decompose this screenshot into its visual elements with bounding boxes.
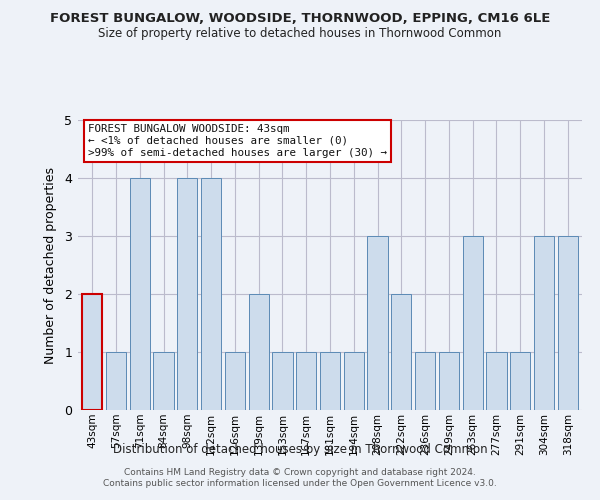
Bar [248,294,269,410]
Bar [106,352,126,410]
Bar [130,178,150,410]
Bar [510,352,530,410]
Bar [154,352,173,410]
Bar [272,352,293,410]
Bar [367,236,388,410]
Bar [534,236,554,410]
Bar [296,352,316,410]
Bar [201,178,221,410]
Bar [415,352,435,410]
Y-axis label: Number of detached properties: Number of detached properties [44,166,58,364]
Bar [391,294,412,410]
Text: FOREST BUNGALOW WOODSIDE: 43sqm
← <1% of detached houses are smaller (0)
>99% of: FOREST BUNGALOW WOODSIDE: 43sqm ← <1% of… [88,124,387,158]
Text: Contains HM Land Registry data © Crown copyright and database right 2024.
Contai: Contains HM Land Registry data © Crown c… [103,468,497,487]
Text: FOREST BUNGALOW, WOODSIDE, THORNWOOD, EPPING, CM16 6LE: FOREST BUNGALOW, WOODSIDE, THORNWOOD, EP… [50,12,550,26]
Bar [463,236,483,410]
Bar [225,352,245,410]
Bar [557,236,578,410]
Bar [82,294,103,410]
Bar [177,178,197,410]
Bar [439,352,459,410]
Bar [487,352,506,410]
Text: Size of property relative to detached houses in Thornwood Common: Size of property relative to detached ho… [98,28,502,40]
Text: Distribution of detached houses by size in Thornwood Common: Distribution of detached houses by size … [113,442,487,456]
Bar [320,352,340,410]
Bar [344,352,364,410]
